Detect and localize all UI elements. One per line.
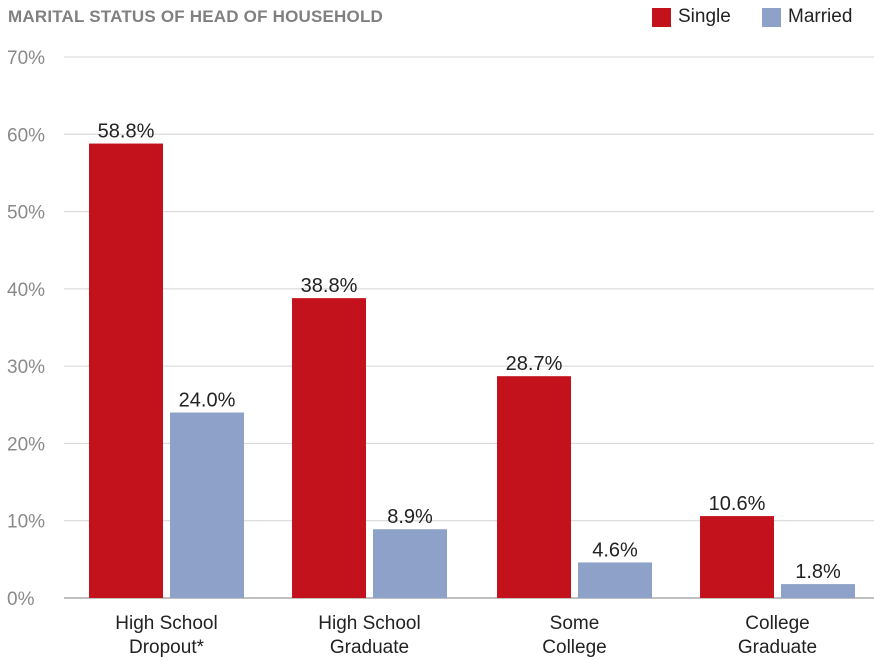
y-tick-label: 60% bbox=[7, 125, 45, 146]
x-category-label: High School bbox=[318, 613, 420, 634]
bar-married bbox=[781, 584, 855, 598]
bar-married bbox=[578, 562, 652, 598]
x-category-label: Graduate bbox=[738, 637, 817, 658]
data-label: 38.8% bbox=[301, 275, 358, 297]
data-label: 58.8% bbox=[98, 121, 155, 143]
x-category-label: College bbox=[542, 637, 606, 658]
x-category-label: High School bbox=[115, 613, 217, 634]
bar-single bbox=[700, 516, 774, 598]
data-label: 28.7% bbox=[506, 353, 563, 375]
x-category-label: Dropout* bbox=[129, 637, 205, 658]
y-tick-label: 70% bbox=[7, 48, 45, 69]
y-tick-label: 0% bbox=[7, 589, 35, 610]
y-tick-label: 40% bbox=[7, 280, 45, 301]
x-category-label: Some bbox=[550, 613, 600, 634]
y-tick-label: 20% bbox=[7, 434, 45, 455]
data-label: 4.6% bbox=[592, 539, 638, 561]
x-category-label: College bbox=[745, 613, 809, 634]
bar-single bbox=[292, 298, 366, 598]
data-label: 24.0% bbox=[179, 390, 236, 412]
y-tick-label: 50% bbox=[7, 203, 45, 224]
bar-married bbox=[373, 529, 447, 598]
bar-single bbox=[89, 144, 163, 598]
y-tick-label: 10% bbox=[7, 512, 45, 533]
bar-single bbox=[497, 376, 571, 598]
data-label: 10.6% bbox=[709, 493, 766, 515]
data-label: 1.8% bbox=[795, 561, 841, 583]
y-tick-label: 30% bbox=[7, 357, 45, 378]
data-label: 8.9% bbox=[387, 506, 433, 528]
bar-married bbox=[170, 413, 244, 598]
x-category-label: Graduate bbox=[330, 637, 409, 658]
